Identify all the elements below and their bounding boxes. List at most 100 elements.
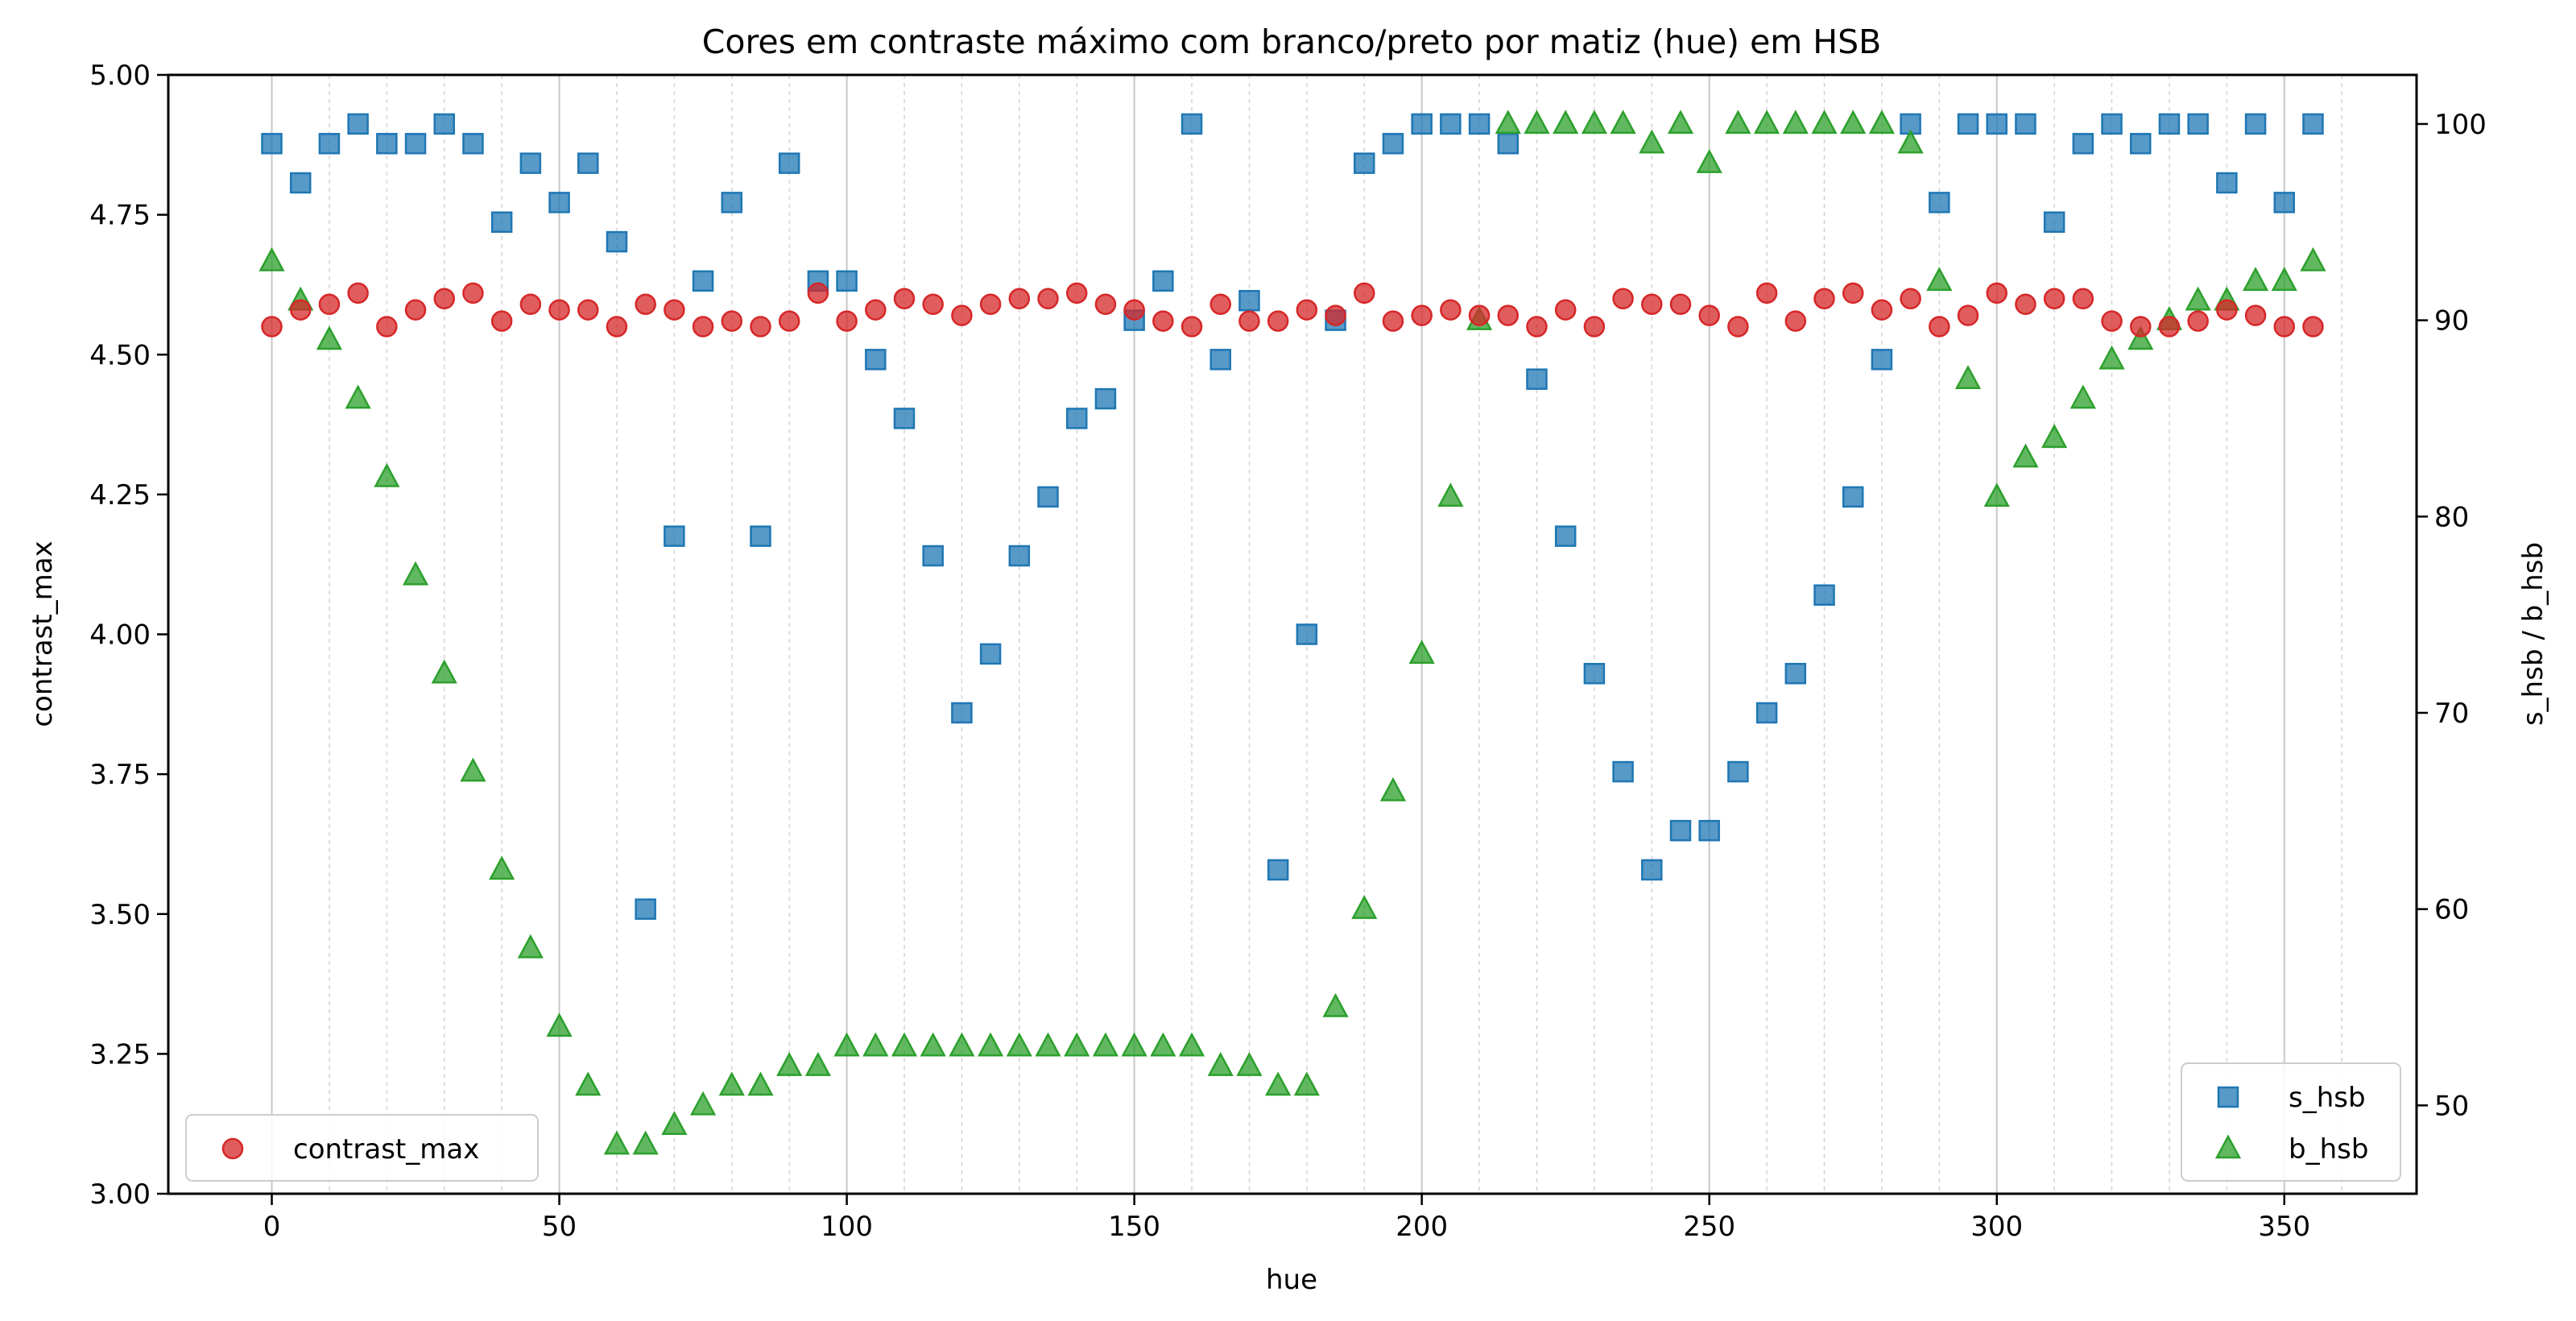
point-s-hsb bbox=[2216, 172, 2238, 194]
point-b-hsb bbox=[862, 1032, 889, 1057]
point-contrast-max bbox=[2302, 316, 2324, 337]
point-s-hsb bbox=[1986, 113, 2007, 135]
point-s-hsb bbox=[1440, 113, 1462, 135]
point-s-hsb bbox=[2273, 192, 2296, 213]
point-contrast-max bbox=[1526, 316, 1548, 337]
point-b-hsb bbox=[1207, 1051, 1234, 1076]
point-contrast-max bbox=[750, 316, 771, 337]
point-s-hsb bbox=[2129, 133, 2152, 155]
point-b-hsb bbox=[1983, 482, 2010, 507]
point-s-hsb bbox=[951, 702, 973, 724]
point-b-hsb bbox=[920, 1032, 946, 1057]
y-right-tick-label: 60 bbox=[2434, 894, 2469, 926]
point-b-hsb bbox=[1379, 776, 1407, 801]
x-tick-label: 0 bbox=[263, 1211, 281, 1243]
point-s-hsb bbox=[1698, 819, 1720, 842]
point-s-hsb bbox=[1267, 859, 1289, 881]
point-contrast-max bbox=[635, 293, 656, 315]
point-s-hsb bbox=[261, 133, 283, 155]
series-b-hsb bbox=[258, 110, 2326, 1155]
point-s-hsb bbox=[1583, 662, 1606, 685]
point-s-hsb bbox=[1755, 702, 1778, 724]
point-b-hsb bbox=[1150, 1032, 1176, 1057]
point-contrast-max bbox=[548, 299, 570, 321]
point-s-hsb bbox=[376, 133, 398, 155]
legends: contrast_max s_hsb b_hsb bbox=[185, 1062, 2401, 1182]
point-b-hsb bbox=[632, 1130, 659, 1155]
point-s-hsb bbox=[1180, 113, 1203, 135]
point-contrast-max bbox=[664, 299, 685, 321]
point-s-hsb bbox=[2101, 113, 2123, 135]
point-s-hsb bbox=[1554, 525, 1577, 547]
point-b-hsb bbox=[949, 1032, 975, 1057]
x-tick-label: 150 bbox=[1108, 1211, 1160, 1243]
point-b-hsb bbox=[1265, 1071, 1292, 1096]
point-contrast-max bbox=[1180, 316, 1203, 337]
point-b-hsb bbox=[2300, 246, 2326, 271]
point-b-hsb bbox=[1524, 110, 1550, 135]
legend-right: s_hsb b_hsb bbox=[2181, 1062, 2401, 1182]
point-b-hsb bbox=[603, 1130, 631, 1155]
point-b-hsb bbox=[1293, 1071, 1320, 1096]
point-contrast-max bbox=[1669, 293, 1692, 315]
point-b-hsb bbox=[1754, 110, 1780, 135]
point-b-hsb bbox=[258, 246, 285, 271]
chart-title: Cores em contraste máximo com branco/pre… bbox=[702, 23, 1882, 61]
y-left-tick-label: 3.75 bbox=[89, 759, 151, 791]
point-contrast-max bbox=[318, 293, 341, 315]
point-b-hsb bbox=[1581, 110, 1607, 135]
point-contrast-max bbox=[1468, 304, 1491, 326]
point-s-hsb bbox=[1037, 486, 1059, 508]
legend-marker-contrast-max bbox=[221, 1137, 244, 1160]
point-contrast-max bbox=[778, 310, 800, 332]
point-b-hsb bbox=[1725, 110, 1751, 135]
point-s-hsb bbox=[347, 113, 369, 135]
point-contrast-max bbox=[1583, 316, 1606, 337]
point-contrast-max bbox=[1612, 288, 1634, 310]
point-s-hsb bbox=[1468, 113, 1491, 135]
point-contrast-max bbox=[2072, 288, 2094, 310]
point-contrast-max bbox=[2101, 310, 2123, 332]
point-s-hsb bbox=[1842, 486, 1864, 508]
point-b-hsb bbox=[1868, 110, 1896, 135]
point-s-hsb bbox=[922, 545, 944, 567]
series-s-hsb bbox=[261, 113, 2324, 920]
point-s-hsb bbox=[2072, 133, 2094, 155]
x-tick-label: 50 bbox=[542, 1211, 577, 1243]
point-b-hsb bbox=[776, 1051, 803, 1076]
point-b-hsb bbox=[1092, 1032, 1119, 1057]
point-b-hsb bbox=[747, 1071, 774, 1096]
point-s-hsb bbox=[289, 172, 312, 194]
y-right-tick-label: 50 bbox=[2434, 1090, 2469, 1122]
point-contrast-max bbox=[1554, 299, 1577, 321]
point-s-hsb bbox=[1871, 349, 1893, 371]
point-s-hsb bbox=[1641, 859, 1663, 881]
point-b-hsb bbox=[2271, 267, 2297, 292]
point-s-hsb bbox=[1238, 289, 1260, 312]
point-b-hsb bbox=[804, 1051, 831, 1076]
y-left-tick-label: 4.00 bbox=[89, 619, 151, 652]
y-left-tick-label: 4.25 bbox=[89, 479, 151, 511]
point-s-hsb bbox=[979, 643, 1002, 665]
point-contrast-max bbox=[1267, 310, 1289, 332]
y-left-tick-label: 5.00 bbox=[89, 60, 151, 92]
point-contrast-max bbox=[2015, 293, 2036, 315]
point-contrast-max bbox=[606, 316, 628, 337]
x-tick-label: 200 bbox=[1396, 1211, 1448, 1243]
point-contrast-max bbox=[577, 299, 599, 321]
point-b-hsb bbox=[1178, 1032, 1205, 1057]
point-s-hsb bbox=[548, 192, 570, 213]
point-contrast-max bbox=[1209, 293, 1231, 315]
point-contrast-max bbox=[1065, 282, 1088, 304]
legend-marker-s-hsb bbox=[2217, 1086, 2239, 1108]
point-b-hsb bbox=[1035, 1032, 1061, 1057]
point-contrast-max bbox=[1094, 293, 1117, 315]
point-b-hsb bbox=[402, 561, 429, 586]
point-contrast-max bbox=[2043, 288, 2065, 310]
point-b-hsb bbox=[1954, 365, 1982, 389]
point-s-hsb bbox=[318, 133, 341, 155]
grid bbox=[271, 75, 2342, 1194]
legend-marker-b-hsb bbox=[2214, 1134, 2242, 1159]
y-right-tick-label: 100 bbox=[2434, 109, 2487, 141]
